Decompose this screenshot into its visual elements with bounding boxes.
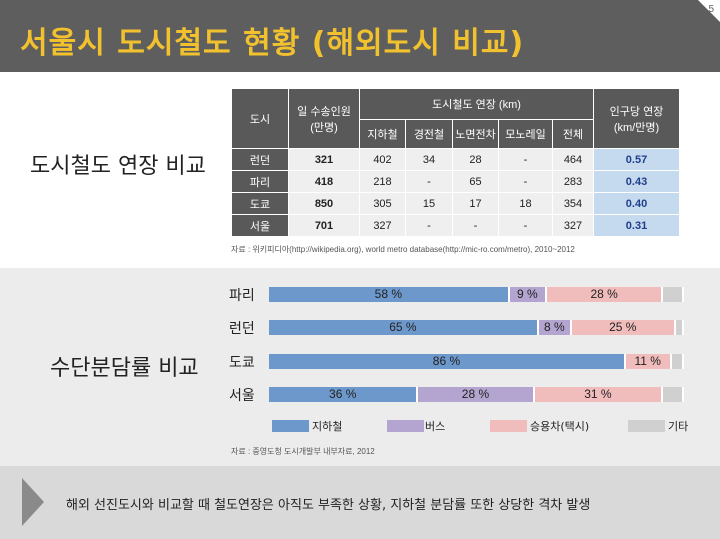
table-cell: 17: [453, 193, 498, 214]
table-cell-per-pop: 0.31: [594, 215, 679, 236]
legend-label: 버스: [425, 420, 446, 433]
table-cell: 34: [406, 149, 452, 170]
table-cell: -: [453, 215, 498, 236]
chart-bar-row: 86 % 11 %: [269, 354, 684, 369]
chart-bar-segment: 36 %: [269, 387, 419, 402]
table-header-per-pop: 인구당 연장 (km/만명): [594, 89, 679, 148]
table-source: 자료 : 위키피디아(http://wikipedia.org), world …: [231, 245, 575, 254]
chart-bar-segment: 28 %: [547, 287, 664, 302]
table-row: 도쿄 850 305 15 17 18 354 0.40: [232, 193, 679, 214]
comparison-table: 도시 일 수송인원 (만명) 도시철도 연장 (km) 인구당 연장 (km/만…: [231, 88, 680, 237]
table-cell: 28: [453, 149, 498, 170]
legend-swatch: [272, 420, 309, 432]
table-cell: 15: [406, 193, 452, 214]
table-section-label: 도시철도 연장 비교: [30, 154, 206, 179]
subheader-subway: 지하철: [360, 120, 405, 148]
table-cell: 402: [360, 149, 405, 170]
table-cell: -: [406, 215, 452, 236]
chart-category-label: 파리: [229, 288, 255, 304]
chart-category-label: 런던: [229, 321, 255, 337]
table-cell: -: [499, 215, 552, 236]
table-header-pop: 일 수송인원 (만명): [289, 89, 359, 148]
table-cell-per-pop: 0.43: [594, 171, 679, 192]
table-cell-pop: 321: [289, 149, 359, 170]
table-row: 서울 701 327 - - - 327 0.31: [232, 215, 679, 236]
table-cell-per-pop: 0.40: [594, 193, 679, 214]
table-cell-pop: 701: [289, 215, 359, 236]
chart-source: 자료 : 중영도청 도시개발부 내부자료, 2012: [231, 447, 375, 456]
subheader-monorail: 모노레일: [499, 120, 552, 148]
table-cell: -: [499, 149, 552, 170]
legend-swatch: [628, 420, 665, 432]
chart-bar-segment: 9 %: [509, 287, 548, 302]
table-row: 파리 418 218 - 65 - 283 0.43: [232, 171, 679, 192]
arrow-icon: [22, 478, 44, 526]
legend-label: 승용차(택시): [530, 420, 590, 433]
legend-swatch: [490, 420, 527, 432]
table-cell-per-pop: 0.57: [594, 149, 679, 170]
chart-bar-segment: 58 %: [269, 287, 510, 302]
chart-bar-segment: [663, 287, 684, 302]
chart-bar-row: 65 % 8 % 25 %: [269, 320, 684, 335]
chart-bar-segment: 28 %: [418, 387, 535, 402]
table-cell-city: 런던: [232, 149, 288, 170]
table-cell-pop: 418: [289, 171, 359, 192]
chart-bar-segment: [663, 387, 684, 402]
chart-bar-segment: 11 %: [625, 354, 672, 369]
table-cell: -: [499, 171, 552, 192]
table-cell: 65: [453, 171, 498, 192]
legend-label: 기타: [668, 420, 689, 433]
table-cell: 327: [360, 215, 405, 236]
subheader-lightrail: 경전철: [406, 120, 452, 148]
footer-summary: 해외 선진도시와 비교할 때 철도연장은 아직도 부족한 상황, 지하철 분담률…: [66, 498, 591, 513]
chart-bar-row: 58 % 9 % 28 %: [269, 287, 684, 302]
table-cell: 354: [553, 193, 593, 214]
table-cell: 305: [360, 193, 405, 214]
title-bar: 서울시 도시철도 현황 (해외도시 비교): [0, 0, 720, 72]
chart-section-label: 수단분담률 비교: [50, 356, 199, 381]
page-corner: [698, 0, 720, 22]
page-title: 서울시 도시철도 현황 (해외도시 비교): [20, 26, 525, 61]
table-cell: 464: [553, 149, 593, 170]
legend-swatch: [387, 420, 424, 432]
table-cell-pop: 850: [289, 193, 359, 214]
table-cell: 18: [499, 193, 552, 214]
table-header-city: 도시: [232, 89, 288, 148]
table-cell: 283: [553, 171, 593, 192]
table-cell-city: 파리: [232, 171, 288, 192]
table-cell: 327: [553, 215, 593, 236]
chart-bar-segment: 25 %: [571, 320, 676, 335]
legend-label: 지하철: [312, 420, 343, 433]
table-cell-city: 도쿄: [232, 193, 288, 214]
chart-bar-segment: 86 %: [269, 354, 626, 369]
chart-bar-segment: [675, 320, 684, 335]
table-row: 런던 321 402 34 28 - 464 0.57: [232, 149, 679, 170]
chart-bar-segment: 8 %: [538, 320, 572, 335]
chart-category-label: 서울: [229, 388, 255, 404]
table-cell: 218: [360, 171, 405, 192]
table-cell: -: [406, 171, 452, 192]
chart-bar-segment: [671, 354, 684, 369]
table-cell-city: 서울: [232, 215, 288, 236]
chart-bar-row: 36 % 28 % 31 %: [269, 387, 684, 402]
subheader-tram: 노면전차: [453, 120, 498, 148]
page-number: 5: [708, 4, 714, 15]
chart-bar-segment: 65 %: [269, 320, 539, 335]
chart-bar-segment: 31 %: [534, 387, 664, 402]
table-header-length: 도시철도 연장 (km): [360, 89, 593, 119]
subheader-total: 전체: [553, 120, 593, 148]
chart-category-label: 도쿄: [229, 355, 255, 371]
footer-band: [0, 466, 720, 539]
